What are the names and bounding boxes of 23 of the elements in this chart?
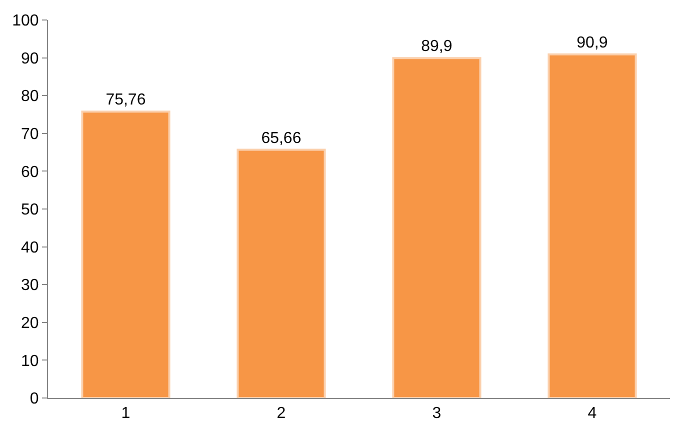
y-tick-label: 60 (21, 164, 39, 181)
y-tick-label: 70 (21, 126, 39, 143)
x-tick-label: 4 (588, 405, 597, 422)
data-label: 65,66 (261, 130, 302, 147)
y-tick-label: 20 (21, 315, 39, 332)
y-tick-label: 90 (21, 50, 39, 68)
bar (81, 110, 170, 398)
data-label: 90,9 (576, 34, 608, 52)
y-tick-label: 80 (21, 88, 39, 106)
bar (392, 57, 482, 398)
y-tick-label: 50 (21, 202, 39, 219)
x-tick-label: 3 (432, 405, 442, 422)
bar (548, 53, 637, 398)
y-tick-label: 30 (21, 277, 39, 294)
bar (236, 148, 326, 398)
x-tick-label: 2 (276, 405, 286, 422)
data-label: 89,9 (421, 38, 452, 56)
y-tick-label: 0 (30, 390, 39, 408)
x-tick-label: 1 (121, 405, 130, 422)
y-tick-label: 40 (21, 239, 39, 256)
y-tick-label: 10 (21, 352, 39, 370)
data-label: 75,76 (106, 92, 146, 109)
y-tick-label: 100 (12, 12, 39, 30)
